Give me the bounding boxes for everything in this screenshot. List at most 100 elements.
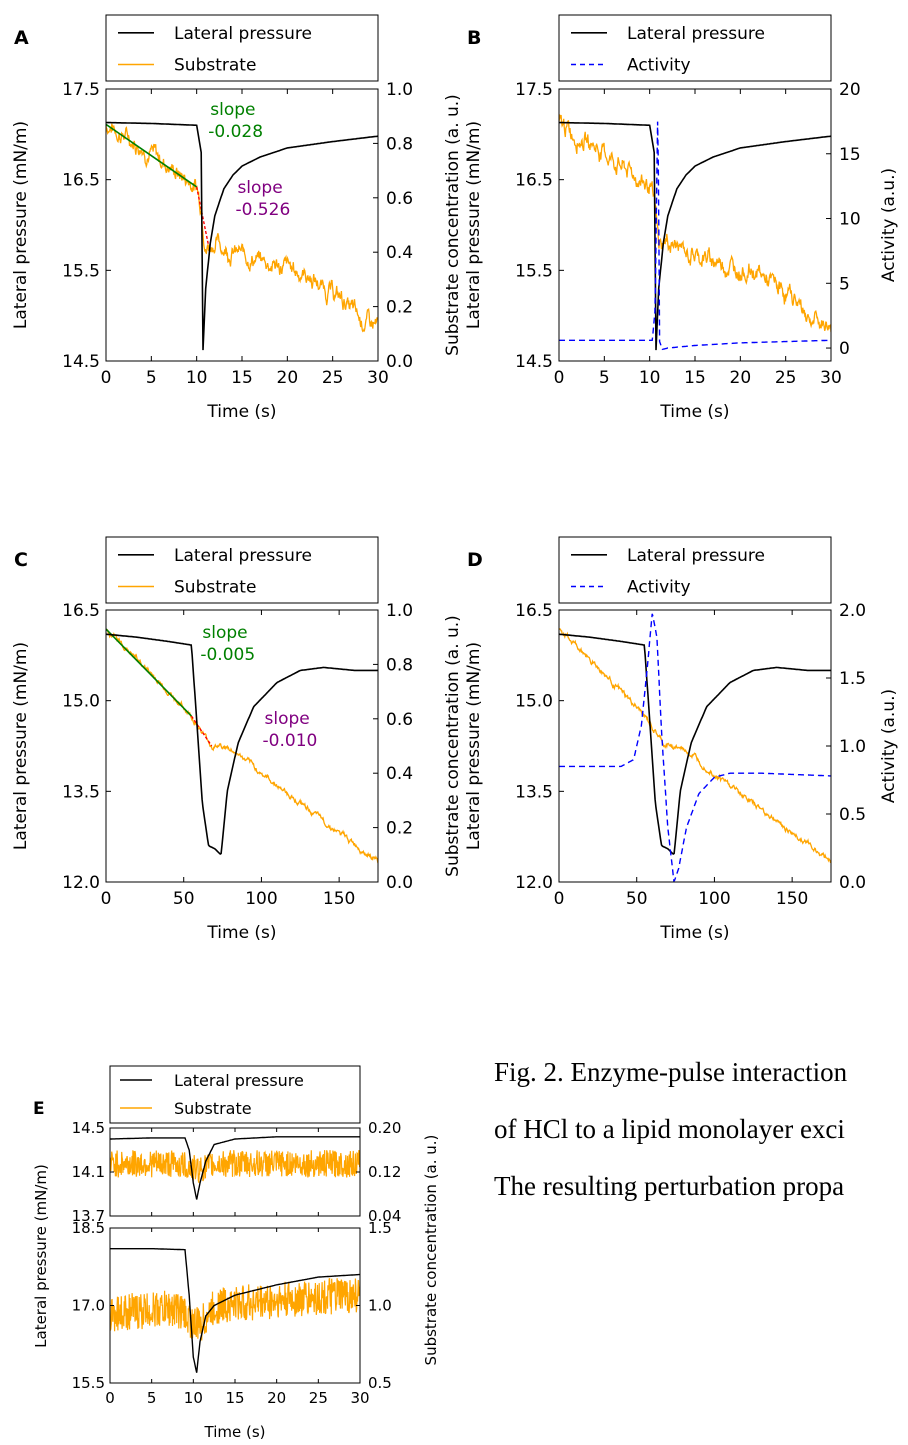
- series-lateral-pressure: [110, 1247, 360, 1373]
- y-tick-label-left: 15.5: [62, 261, 100, 281]
- slope-fit-1: [106, 628, 193, 717]
- y-tick-label-left: 14.5: [62, 352, 100, 372]
- y-tick-label-left: 14.1: [72, 1163, 105, 1181]
- legend-label-pressure: Lateral pressure: [627, 24, 765, 44]
- x-tick-label: 50: [173, 889, 195, 909]
- y-tick-label-right: 0.04: [368, 1207, 401, 1225]
- x-axis-label: Time (s): [659, 402, 729, 422]
- y-tick-label-left: 17.0: [72, 1297, 105, 1315]
- y-tick-label-right: 0.6: [386, 189, 413, 209]
- caption-line-3: The resulting perturbation propa: [494, 1171, 845, 1201]
- y-tick-label-right: 0.0: [386, 873, 413, 893]
- legend-box: [105, 536, 379, 604]
- y-tick-label-right: 0.0: [839, 873, 866, 893]
- slope-fit-1: [106, 123, 198, 188]
- y-tick-label-right: 10: [839, 210, 861, 230]
- y-tick-label-right: 1.0: [386, 601, 413, 621]
- y-tick-label-right: 0.5: [839, 805, 866, 825]
- x-tick-label: 0: [554, 889, 565, 909]
- x-tick-label: 150: [776, 889, 808, 909]
- y-tick-label-left: 16.5: [62, 171, 100, 191]
- y-axis-label-right: Substrate concentration (a. u.): [443, 615, 463, 877]
- y-tick-label-right: 0.4: [386, 243, 413, 263]
- y-tick-label-right: 0.0: [386, 352, 413, 372]
- x-tick-label: 20: [277, 368, 299, 388]
- plot-frame: [558, 609, 832, 883]
- legend-box: [109, 1065, 361, 1124]
- x-tick-label: 0: [554, 368, 565, 388]
- y-tick-label-right: 0.2: [386, 819, 413, 839]
- plot-area: [106, 121, 378, 351]
- legend-label-pressure: Lateral pressure: [174, 1071, 304, 1090]
- y-axis-label-right: Substrate concentration (a. u.): [422, 1135, 440, 1366]
- y-axis-label-right: Substrate concentration (a. u.): [443, 94, 463, 356]
- panel-letter: D: [467, 549, 483, 571]
- x-tick-label: 5: [147, 1389, 157, 1407]
- y-tick-label-right: 0: [839, 339, 850, 359]
- panel-C: C Lateral pressure Substrate 0 50 100 150 12.0 1…: [11, 536, 463, 943]
- y-tick-label-left: 13.5: [62, 782, 100, 802]
- legend-box: [558, 14, 832, 82]
- legend-label-series-2: Activity: [627, 56, 691, 76]
- y-tick-label-right: 0.20: [368, 1119, 401, 1137]
- plot-area: [110, 1136, 360, 1200]
- x-tick-label: 10: [184, 1389, 203, 1407]
- panel-letter: A: [14, 27, 29, 49]
- slope-fit-2: [190, 715, 213, 747]
- y-tick-label-right: 20: [839, 80, 861, 100]
- panel-letter: C: [14, 549, 28, 571]
- slope-annotation-value: -0.005: [200, 645, 255, 665]
- x-tick-label: 30: [820, 368, 842, 388]
- series-substrate: [106, 123, 378, 333]
- x-tick-label: 5: [599, 368, 610, 388]
- legend-label-series-2: Activity: [627, 578, 691, 598]
- x-tick-label: 15: [231, 368, 253, 388]
- y-tick-label-left: 13.7: [72, 1207, 105, 1225]
- series-substrate: [110, 1150, 360, 1183]
- series-substrate: [106, 628, 378, 864]
- y-tick-label-right: 1.0: [386, 80, 413, 100]
- x-tick-label: 15: [225, 1389, 244, 1407]
- x-tick-label: 5: [146, 368, 157, 388]
- x-tick-label: 0: [101, 889, 112, 909]
- series-lateral-pressure: [110, 1136, 360, 1200]
- y-tick-label-left: 17.5: [62, 80, 100, 100]
- y-tick-label-right: 1.5: [368, 1219, 392, 1237]
- legend-label-series-2: Substrate: [174, 56, 256, 76]
- x-tick-label: 25: [775, 368, 797, 388]
- x-tick-label: 20: [730, 368, 752, 388]
- plot-area: [106, 628, 378, 864]
- legend-box: [105, 14, 379, 82]
- series-activity: [559, 613, 831, 882]
- legend-label-pressure: Lateral pressure: [627, 546, 765, 566]
- x-tick-label: 0: [105, 1389, 115, 1407]
- slope-annotation-label: slope: [265, 709, 310, 729]
- y-tick-label-right: 0.4: [386, 764, 413, 784]
- y-tick-label-left: 14.5: [72, 1119, 105, 1137]
- y-tick-label-left: 12.0: [62, 873, 100, 893]
- x-tick-label: 100: [245, 889, 277, 909]
- slope-annotation-value: -0.010: [263, 731, 318, 751]
- panel-A: A Lateral pressure Substrate 0 5 10 15 20 25 30 14…: [11, 14, 463, 422]
- y-tick-label-right: 0.6: [386, 710, 413, 730]
- panel-letter: B: [467, 27, 481, 49]
- panel-B: B Lateral pressure Activity 0 5 10 15 20 25 30 14.…: [464, 14, 899, 422]
- series-lateral-pressure: [106, 633, 378, 855]
- y-tick-label-left: 15.5: [72, 1374, 105, 1392]
- y-tick-label-right: 0.5: [368, 1374, 392, 1392]
- slope-annotation-label: slope: [237, 178, 282, 198]
- legend-box: [558, 536, 832, 604]
- figure-caption: Fig. 2. Enzyme-pulse interaction of HCl …: [494, 1044, 908, 1215]
- panel-D: D Lateral pressure Activity 0 50 100 150 12.0 13…: [464, 536, 899, 943]
- y-tick-label-right: 1.0: [839, 737, 866, 757]
- series-substrate: [110, 1277, 360, 1341]
- y-tick-label-right: 0.8: [386, 655, 413, 675]
- y-tick-label-left: 13.5: [515, 782, 553, 802]
- y-axis-label-left: Lateral pressure (mN/m): [464, 642, 484, 850]
- series-substrate: [559, 113, 831, 333]
- y-tick-label-right: 1.0: [368, 1297, 392, 1315]
- slope-annotation-value: -0.028: [208, 122, 263, 142]
- plot-frame: [558, 88, 832, 362]
- x-tick-label: 30: [350, 1389, 369, 1407]
